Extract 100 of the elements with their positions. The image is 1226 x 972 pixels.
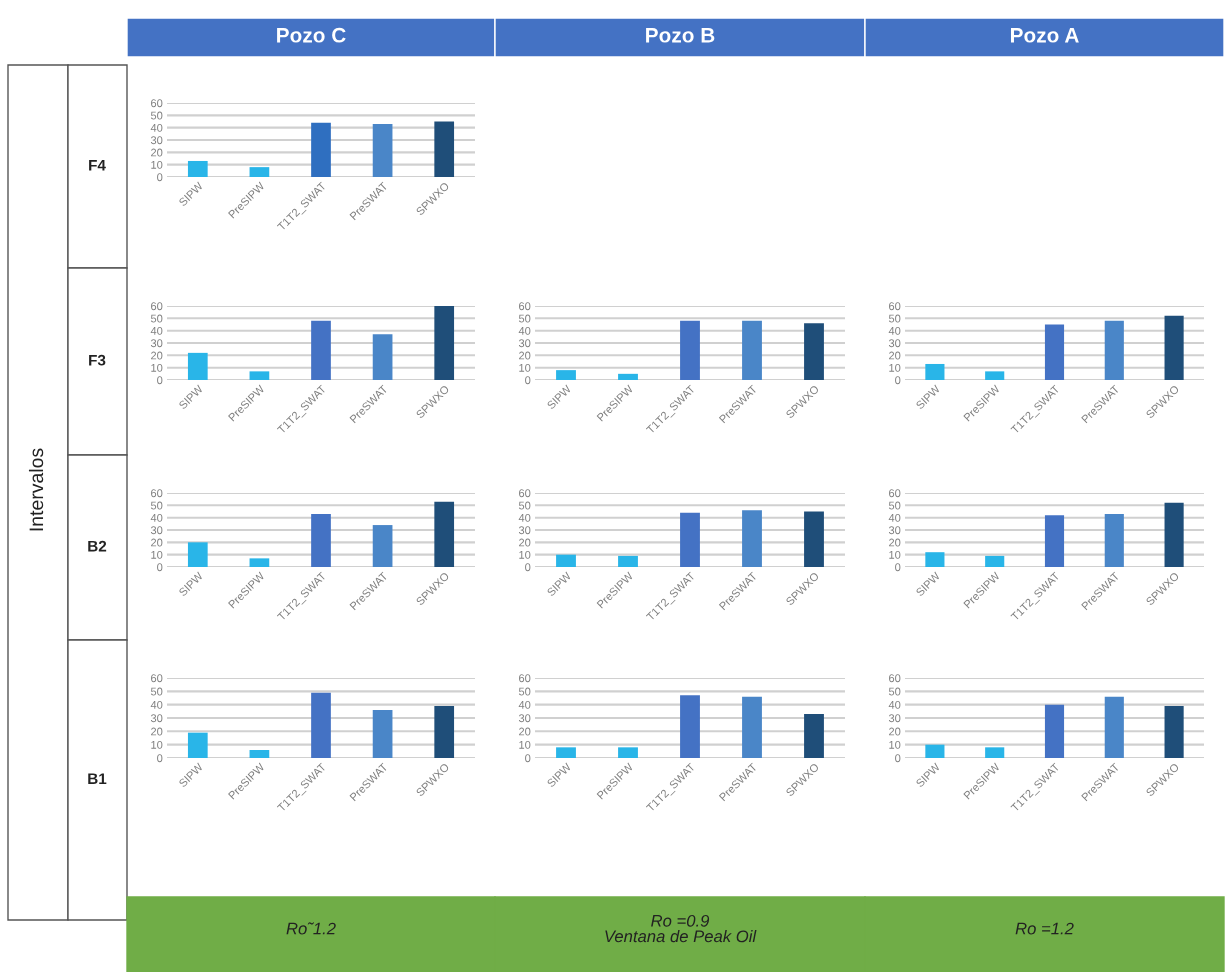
bar [556,370,576,380]
bar [804,323,824,380]
bar [804,511,824,567]
y-tick-label: 0 [525,754,531,763]
bar [925,363,945,380]
bar [187,352,208,380]
y-tick-label: 10 [889,550,901,559]
bar [742,510,762,567]
bar [311,513,331,567]
bar [311,320,331,380]
y-tick-label: 10 [889,363,901,372]
bar [618,555,638,567]
y-tick-label: 40 [518,326,531,335]
y-tick-label: 20 [151,538,163,547]
bar [1104,696,1124,758]
y-tick-label: 30 [150,526,163,535]
y-tick-label: 60 [151,489,163,498]
bar [249,371,270,380]
y-tick-label: 0 [895,754,901,763]
bar [618,373,638,380]
y-tick-label: 10 [519,550,531,559]
y-tick-label: 60 [519,489,531,498]
y-tick-label: 40 [518,700,531,709]
y-tick-label: 40 [150,513,163,522]
bar [1164,315,1184,380]
y-tick-label: 50 [150,314,163,323]
y-tick-label: 0 [157,754,163,763]
bar [742,696,762,758]
bar [249,750,270,758]
bar [985,371,1005,380]
y-tick-label: 30 [150,136,163,145]
y-tick-label: 0 [895,376,901,385]
bar [1164,706,1184,758]
bar [249,558,270,567]
bar [985,747,1005,758]
y-tick-label: 40 [150,700,163,709]
y-tick-label: 0 [157,376,163,385]
y-tick-label: 30 [888,526,901,535]
y-tick-label: 50 [888,314,901,323]
y-tick-label: 50 [150,111,163,120]
bar [1044,515,1065,567]
y-tick-label: 60 [151,99,163,108]
chart-title: Pozo B [646,28,715,43]
y-tick-label: 30 [518,526,531,535]
y-tick-label: 20 [889,538,901,547]
y-tick-label: 50 [518,314,531,323]
y-tick-label: 0 [525,563,531,572]
bar [372,525,393,567]
y-tick-label: 40 [888,326,901,335]
y-tick-label: 60 [889,302,901,311]
bar [1044,324,1065,380]
y-tick-label: 0 [157,563,163,572]
y-tick-label: 30 [150,714,163,723]
y-tick-label: 50 [888,501,901,510]
chart-title: Pozo A [1010,28,1079,43]
bar [985,555,1005,567]
y-tick-label: 60 [889,674,901,683]
y-tick-label: 10 [151,550,163,559]
bar [434,706,455,758]
y-tick-label: 20 [519,538,531,547]
y-tick-label: 20 [889,351,901,360]
y-tick-label: 20 [151,148,163,157]
y-tick-label: 50 [518,501,531,510]
y-tick-label: 60 [151,302,163,311]
y-tick-label: 20 [151,727,163,736]
bar [372,334,393,380]
bar [680,320,700,380]
text: Ro =1.2 [1015,922,1074,935]
y-tick-label: 10 [889,740,901,749]
y-tick-label: 10 [519,363,531,372]
y-tick-label: 20 [519,727,531,736]
y-tick-label: 10 [151,740,163,749]
y-tick-label: 20 [519,351,531,360]
bar [187,732,208,758]
bar [1104,320,1124,380]
y-tick-label: 60 [519,674,531,683]
chart-title: Pozo C [277,27,346,43]
bar [187,542,208,567]
bar [249,167,270,177]
text: Ro =0.9 Ventana de Peak Oil [605,914,757,943]
y-tick-label: 50 [888,687,901,696]
bar [680,695,700,758]
y-tick-label: 30 [518,714,531,723]
bar [742,320,762,380]
text: Ro˜1.2 [286,922,336,935]
bar [680,512,700,567]
bar [434,121,455,177]
bar [372,710,393,758]
y-tick-label: 60 [151,674,163,683]
y-tick-label: 40 [518,513,531,522]
y-tick-label: 30 [150,339,163,348]
y-tick-label: 30 [888,714,901,723]
y-axis-title: F3 [89,354,106,366]
y-axis-title: B1 [88,773,107,784]
bar [311,122,331,177]
bar [372,123,393,177]
y-axis-title: B2 [88,540,107,552]
y-tick-label: 0 [525,376,531,385]
bar [1164,502,1184,567]
bar [804,714,824,758]
